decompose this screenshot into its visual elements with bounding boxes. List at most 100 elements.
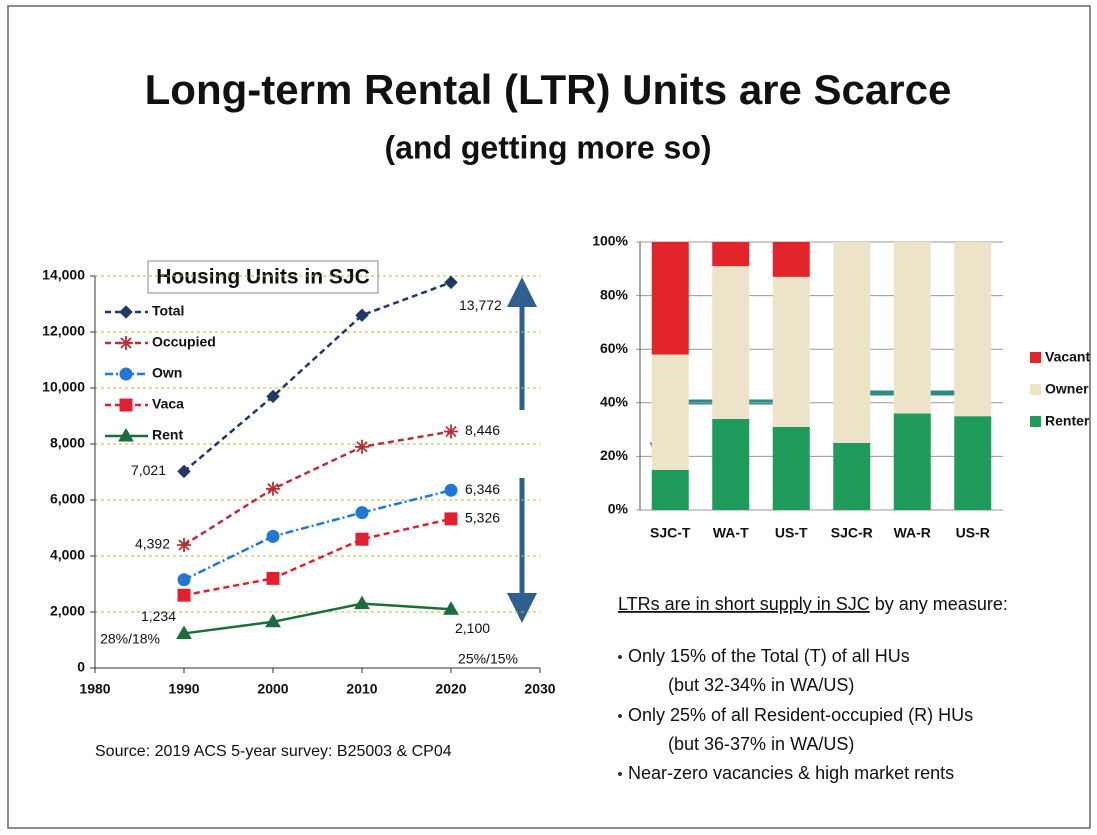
data-point	[444, 424, 458, 439]
annotation: 28%/18%	[100, 631, 160, 647]
legend-label: Rent	[152, 427, 183, 443]
data-label: 8,446	[465, 422, 500, 438]
bar-segment	[954, 242, 992, 417]
data-label: 1,234	[141, 608, 176, 624]
chart-title-box	[147, 260, 379, 294]
data-point	[443, 601, 459, 615]
x-tick-label: 1990	[168, 681, 199, 697]
series-line	[183, 517, 452, 597]
legend-label: Vaca	[152, 396, 184, 412]
y-tick-label: 6,000	[50, 491, 85, 507]
bullet-dot	[618, 772, 622, 776]
bullet: Near-zero vacancies & high market rents	[628, 763, 954, 783]
legend-label: Own	[152, 365, 182, 381]
data-point	[266, 389, 280, 404]
x-tick-label: SJC-R	[831, 525, 873, 541]
data-point	[444, 275, 458, 290]
bar-segment	[954, 416, 992, 510]
y-tick-label: 2,000	[50, 603, 85, 619]
bar-segment	[772, 276, 810, 427]
bar-segment	[712, 266, 750, 419]
x-tick-label: 2020	[435, 681, 466, 697]
legend-marker	[118, 428, 134, 442]
bullets: Only 15% of the Total (T) of all HUs (bu…	[618, 646, 973, 783]
legend-label: Renter	[1045, 413, 1090, 429]
data-point	[265, 613, 281, 628]
bar-segment	[833, 242, 871, 443]
y-tick-label: 4,000	[50, 547, 85, 563]
slide-frame	[7, 5, 1091, 829]
x-tick-label: 2000	[257, 681, 288, 697]
legend-swatch	[1030, 352, 1041, 363]
legend-label: Occupied	[152, 334, 216, 350]
bar-segment	[833, 443, 871, 510]
bullet-dot	[618, 655, 622, 659]
bullet: Only 15% of the Total (T) of all HUs	[628, 646, 910, 666]
data-label: 7,021	[131, 462, 166, 478]
y-tick-label: 60%	[600, 340, 629, 356]
summary-lead-rest: by any measure:	[870, 594, 1008, 614]
legend-marker	[119, 336, 133, 350]
y-tick-label: 8,000	[50, 435, 85, 451]
data-label: 4,392	[135, 536, 170, 552]
bar-segment	[893, 242, 931, 414]
x-tick-label: SJC-T	[650, 525, 691, 541]
legend-marker	[119, 398, 133, 412]
y-tick-label: 14,000	[42, 267, 85, 283]
legend-label: Total	[152, 303, 184, 319]
bar-segment	[651, 469, 689, 510]
slide-title: Long-term Rental (LTR) Units are Scarce	[145, 66, 952, 113]
data-point	[354, 595, 370, 610]
bullet-note: (but 36-37% in WA/US)	[668, 734, 854, 754]
series-line	[183, 489, 452, 581]
y-tick-label: 40%	[600, 394, 629, 410]
legend-swatch	[1030, 416, 1041, 427]
y-tick-label: 0%	[608, 501, 629, 517]
x-tick-label: WA-T	[713, 525, 749, 541]
chart-title: Housing Units in SJC	[156, 266, 370, 289]
x-tick-label: 1980	[79, 681, 110, 697]
data-point	[355, 439, 369, 454]
series-line	[183, 602, 452, 635]
bullet-note: (but 32-34% in WA/US)	[668, 675, 854, 695]
data-label: 2,100	[455, 620, 490, 636]
bullet-dot	[618, 714, 622, 718]
legend-marker	[119, 305, 133, 319]
y-tick-label: 80%	[600, 286, 629, 302]
data-label: 6,346	[465, 481, 500, 497]
data-point	[266, 529, 280, 543]
data-label: 13,772	[459, 297, 502, 313]
data-point	[444, 483, 458, 497]
y-tick-label: 10,000	[42, 379, 85, 395]
x-tick-label: US-T	[775, 525, 808, 541]
summary-lead: LTRs are in short supply in SJC by any m…	[618, 594, 1008, 614]
bar-segment	[772, 426, 810, 510]
bar-segment	[893, 413, 931, 510]
bar-segment	[772, 242, 810, 277]
bar-segment	[712, 242, 750, 267]
y-tick-label: 100%	[592, 233, 628, 249]
data-point	[177, 538, 191, 553]
data-point	[355, 308, 369, 322]
data-point	[177, 464, 191, 479]
y-tick-label: 20%	[600, 447, 629, 463]
data-point	[444, 512, 458, 526]
data-point	[177, 573, 191, 587]
source: Source: 2019 ACS 5-year survey: B25003 &…	[95, 743, 452, 760]
data-point	[355, 506, 369, 520]
x-tick-label: WA-R	[894, 525, 931, 541]
y-tick-label: 0	[77, 659, 85, 675]
slide-subtitle: (and getting more so)	[384, 129, 711, 165]
data-point	[177, 588, 191, 602]
x-tick-label: 2010	[346, 681, 377, 697]
series-line	[183, 430, 452, 547]
data-point	[266, 481, 280, 496]
bar-segment	[651, 354, 689, 470]
bar-segment	[651, 242, 689, 355]
legend-label: Owner	[1045, 381, 1089, 397]
x-tick-label: 2030	[524, 681, 555, 697]
bar-segment	[712, 418, 750, 510]
data-label: 5,326	[465, 510, 500, 526]
data-point	[176, 625, 192, 639]
